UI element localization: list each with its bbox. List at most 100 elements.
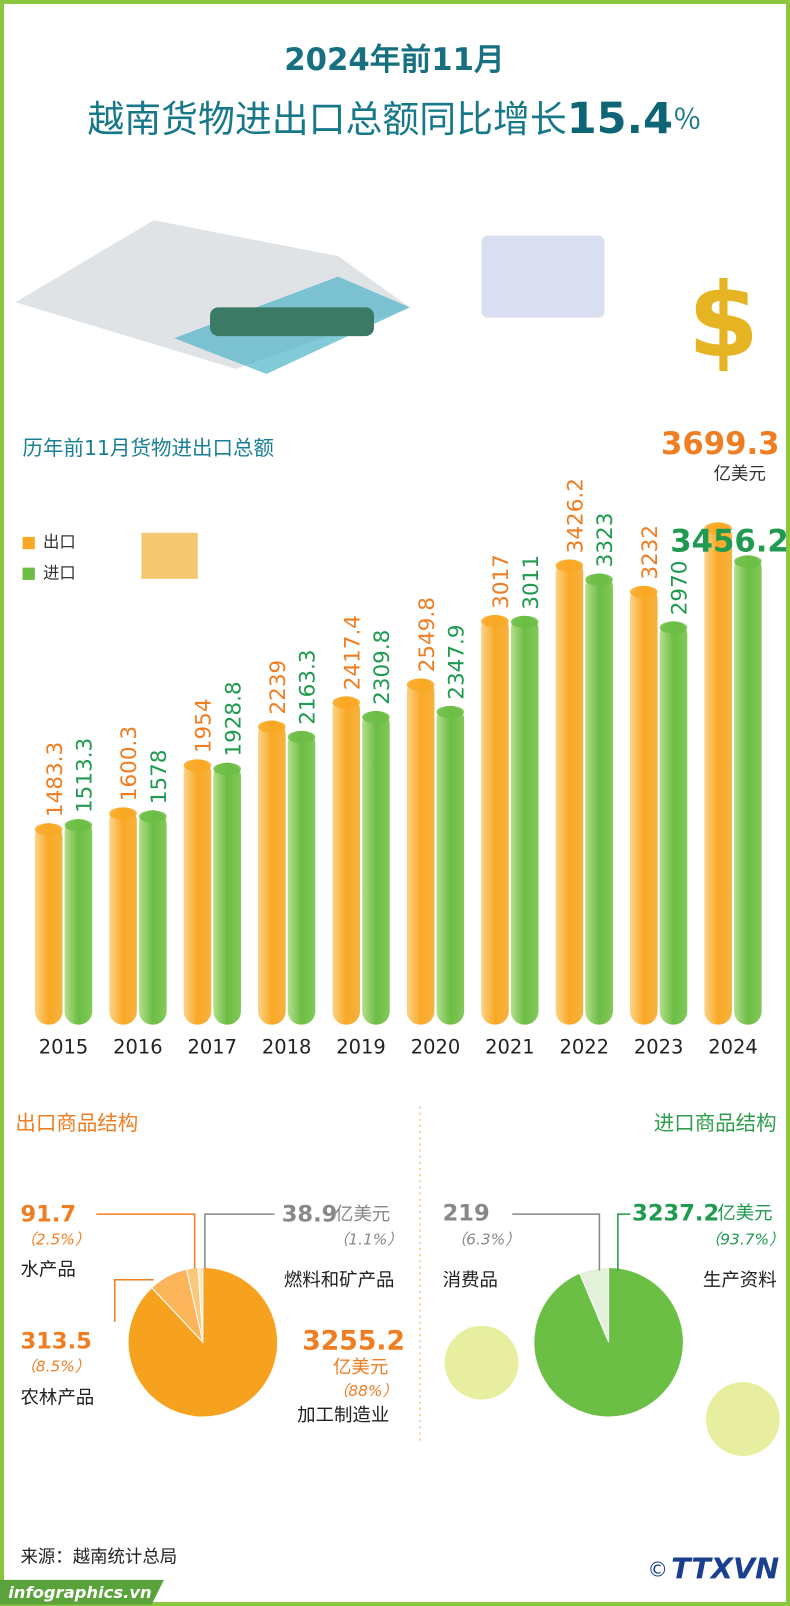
bar <box>257 720 286 1025</box>
share-label: （88%） <box>333 1382 398 1400</box>
growth: 15.4 <box>567 93 673 143</box>
leader-line <box>204 1213 275 1269</box>
category-label: 消费品 <box>443 1270 498 1291</box>
bar <box>406 678 435 1025</box>
share-label: （8.5%） <box>20 1357 90 1375</box>
value-label: 91.7 <box>20 1202 76 1228</box>
bar-cap <box>287 730 316 744</box>
bar-cap <box>585 573 613 586</box>
value-label: 3011 <box>519 555 544 610</box>
bar-cap <box>183 759 212 772</box>
bar-cap <box>436 705 465 719</box>
leader-line <box>96 1213 196 1269</box>
bar-cap <box>510 615 539 629</box>
bar <box>183 759 212 1025</box>
x-tick-label: 2022 <box>559 1036 609 1059</box>
chart-title: 历年前11月货物进出口总额 <box>23 436 274 460</box>
chart-title: 进口商品结构 <box>654 1111 777 1135</box>
bar-cap <box>734 555 762 568</box>
site: infographics.vn <box>8 1583 152 1602</box>
basket-deco <box>444 1325 519 1400</box>
share-label: （6.3%） <box>451 1230 521 1248</box>
value-label: 1513.3 <box>73 738 98 813</box>
bar-cap <box>406 678 435 691</box>
source: 来源：越南统计总局 <box>20 1547 177 1567</box>
bar-cap <box>64 819 93 832</box>
leader-line <box>113 1278 154 1322</box>
bar <box>109 807 137 1025</box>
value-label: 3255.2 <box>302 1326 405 1357</box>
category-label: 加工制造业 <box>297 1405 389 1426</box>
bar <box>510 615 539 1025</box>
growth-unit: ％ <box>673 102 702 136</box>
x-tick-label: 2017 <box>188 1036 238 1059</box>
unit-label: 亿美元 <box>717 1203 772 1224</box>
value-label: 2163.3 <box>296 650 321 725</box>
value-label: 3456.2 <box>670 524 789 560</box>
logo: TTXVN <box>671 1552 779 1586</box>
bar-cap <box>257 720 286 733</box>
bar <box>332 696 361 1025</box>
bar <box>659 621 688 1025</box>
legend-label: 进口 <box>43 563 76 582</box>
value-label: 219 <box>443 1201 490 1227</box>
bar-cap <box>332 696 361 709</box>
value-label: 3699.3 <box>661 426 780 462</box>
pie-slice <box>127 1266 279 1418</box>
value-label: 1954 <box>192 698 217 753</box>
pie-slice <box>533 1266 684 1418</box>
box-deco <box>141 532 198 579</box>
value-label: 3017 <box>489 554 514 609</box>
factory-deco <box>705 1382 780 1456</box>
bar <box>213 762 241 1025</box>
bar <box>734 555 762 1025</box>
bar <box>34 823 63 1025</box>
value-label: 2417.4 <box>340 615 365 690</box>
value-label: 3426.2 <box>564 478 589 553</box>
bar-cap <box>704 522 732 535</box>
legend-swatch <box>22 536 35 550</box>
bar <box>287 730 316 1025</box>
bar-cap <box>109 807 137 820</box>
share-label: （93.7%） <box>705 1230 785 1248</box>
dollar-deco: $ <box>688 262 759 381</box>
chart-title: 出口商品结构 <box>15 1111 138 1135</box>
bar-cap <box>481 615 509 628</box>
title-line2: 越南货物进出口总额同比增长15.4％ <box>87 93 701 143</box>
x-tick-label: 2015 <box>39 1036 89 1059</box>
legend-label: 出口 <box>43 533 76 552</box>
leader-line <box>512 1213 601 1271</box>
category-label: 生产资料 <box>703 1270 777 1291</box>
bar <box>436 705 465 1025</box>
value-label: 2549.8 <box>415 597 440 672</box>
copyright: © <box>648 1558 668 1582</box>
x-tick-label: 2018 <box>262 1036 312 1059</box>
truck-deco <box>481 235 605 318</box>
leader-line <box>617 1213 631 1271</box>
x-tick-label: 2020 <box>411 1036 461 1059</box>
bar <box>704 522 732 1025</box>
value-label: 3237.2 <box>632 1201 719 1227</box>
value-label: 2239 <box>266 660 291 715</box>
value-label: 1483.3 <box>43 742 68 817</box>
value-label: 2309.8 <box>370 630 395 705</box>
unit-label: 亿美元 <box>714 464 766 484</box>
x-tick-label: 2021 <box>485 1036 535 1059</box>
value-label: 1578 <box>147 750 172 805</box>
category-label: 水产品 <box>20 1260 75 1281</box>
bar <box>362 711 390 1025</box>
bar-cap <box>362 711 390 724</box>
value-label: 3232 <box>638 525 663 580</box>
share-label: （1.1%） <box>333 1230 403 1248</box>
share-label: （2.5%） <box>20 1230 90 1248</box>
x-tick-label: 2016 <box>113 1036 163 1059</box>
x-tick-label: 2023 <box>634 1036 684 1059</box>
bar-cap <box>213 762 241 776</box>
bar-cap <box>555 559 584 572</box>
content: 2024年前11月 越南货物进出口总额同比增长15.4％ $ 来源：越南统计总局… <box>0 42 789 1605</box>
ship-deco <box>210 307 374 337</box>
unit-label: 亿美元 <box>335 1204 390 1225</box>
value-label: 2970 <box>668 561 693 616</box>
